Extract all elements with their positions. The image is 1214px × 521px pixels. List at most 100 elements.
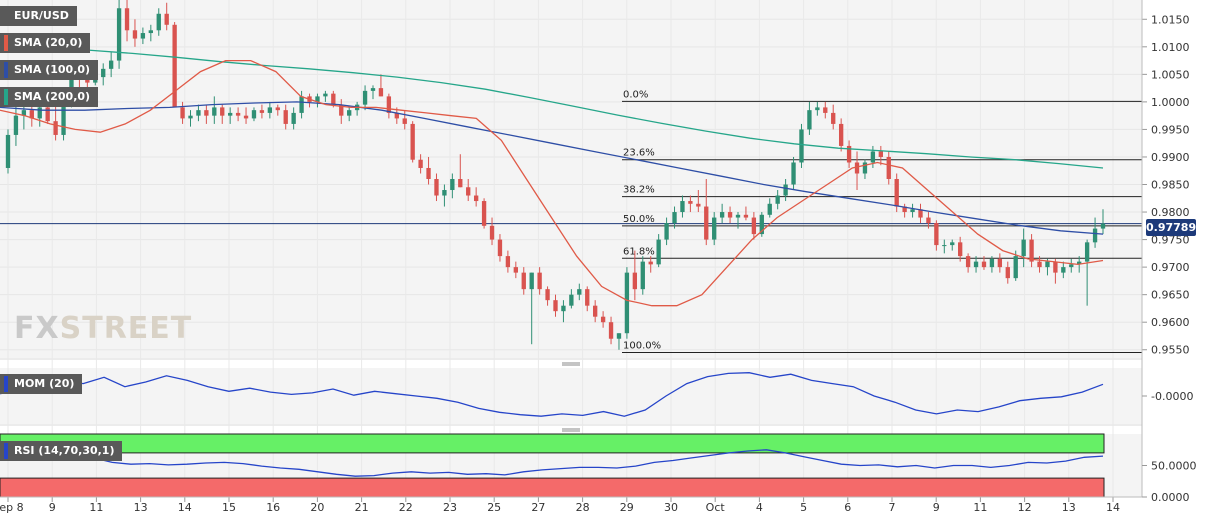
candle-body: [958, 242, 963, 257]
candle-body: [585, 289, 590, 306]
candle-body: [608, 322, 614, 339]
candle-body: [458, 179, 463, 188]
candle-body: [577, 289, 582, 295]
candle-body: [331, 93, 336, 105]
candle-body: [212, 107, 217, 116]
candle-body: [426, 167, 431, 179]
candle-body: [997, 258, 1003, 268]
candle-body: [228, 112, 233, 116]
candle-body: [497, 239, 503, 257]
candle-body: [926, 217, 931, 224]
time-tick-label: 13: [1062, 501, 1076, 514]
candle-body: [148, 30, 153, 34]
candle-body: [735, 214, 741, 218]
candle-body: [1029, 239, 1034, 262]
candle-body: [1021, 239, 1026, 257]
candle-body: [21, 110, 27, 116]
candle-body: [902, 206, 907, 213]
candle-body: [164, 13, 169, 25]
fxstreet-watermark: FXSTREET: [14, 311, 192, 346]
time-tick-label: Oct: [706, 501, 726, 514]
fib-level-label: 0.0%: [623, 89, 648, 100]
candle-body: [521, 272, 526, 290]
candle-body: [1092, 228, 1098, 243]
candle-body: [45, 107, 50, 122]
sma20-line: [0, 59, 1104, 307]
fib-level-label: 100.0%: [623, 340, 661, 351]
watermark-street: STREET: [59, 311, 193, 346]
time-tick-label: 11: [89, 501, 103, 514]
time-tick-label: 14: [178, 501, 192, 514]
candle-body: [323, 93, 328, 97]
candle-body: [204, 110, 209, 116]
candle-body: [664, 223, 669, 240]
sma20-swatch: [4, 35, 8, 51]
candle-body: [775, 195, 780, 204]
candle-body: [767, 203, 772, 215]
candle-body: [712, 217, 717, 240]
candle-body: [1013, 256, 1018, 279]
candle-body: [680, 201, 685, 213]
candle-body: [418, 159, 423, 168]
time-tick-label: 21: [355, 501, 369, 514]
candle-body: [243, 115, 249, 119]
candle-body: [1005, 267, 1010, 279]
candle-body: [85, 79, 90, 83]
candle-body: [315, 96, 320, 102]
price-tick-label: 1.0100: [1151, 41, 1190, 54]
candle-body: [108, 60, 114, 69]
time-tick-label: 29: [620, 501, 634, 514]
mom-label: MOM (20): [14, 377, 75, 390]
candle-body: [743, 214, 749, 218]
candle-body: [132, 30, 138, 39]
rsi-tag: RSI (14,70,30,1): [0, 441, 123, 461]
candle-body: [719, 212, 725, 218]
rsi-label: RSI (14,70,30,1): [14, 444, 115, 457]
candle-body: [513, 267, 518, 273]
time-tick-label: 30: [664, 501, 678, 514]
candle-body: [505, 256, 511, 268]
sma100-swatch: [4, 62, 8, 78]
price-tick-label: 0.9850: [1151, 179, 1190, 192]
candle-body: [235, 112, 241, 116]
candle-body: [704, 206, 709, 240]
price-tick-label: 0.9800: [1151, 206, 1190, 219]
legend-sma100: SMA (100,0): [0, 60, 99, 80]
candle-body: [394, 112, 399, 119]
candle-body: [529, 272, 534, 290]
candle-body: [950, 242, 955, 246]
candle-body: [854, 162, 860, 174]
candle-body: [220, 107, 225, 116]
time-tick-label: 5: [800, 501, 807, 514]
candle-body: [751, 217, 757, 235]
candle-body: [473, 195, 479, 202]
candle-body: [156, 13, 161, 31]
candle-body: [410, 123, 415, 160]
candle-body: [1077, 261, 1082, 265]
candle-body: [386, 96, 392, 113]
rsi-line: [0, 449, 1104, 477]
time-tick-label: 25: [487, 501, 501, 514]
candle-body: [600, 316, 606, 323]
time-tick-label: Sep 8: [0, 501, 24, 514]
candle-body: [1061, 267, 1066, 273]
time-tick-label: 9: [933, 501, 940, 514]
price-tick-label: 1.0000: [1151, 96, 1190, 109]
candle-body: [838, 123, 844, 146]
candle-body: [1053, 261, 1058, 273]
price-tick-label: 0.9700: [1151, 261, 1190, 274]
candle-body: [466, 187, 471, 196]
candle-body: [727, 212, 733, 218]
time-tick-label: 14: [1106, 501, 1120, 514]
candle-body: [910, 209, 915, 213]
candle-body: [561, 305, 566, 312]
price-tick-label: 0.9750: [1151, 234, 1190, 247]
sma200-line: [0, 46, 1104, 169]
price-tick-label: 0.9900: [1151, 151, 1190, 164]
candle-body: [101, 68, 106, 78]
candle-body: [339, 104, 344, 116]
candle-body: [442, 190, 447, 196]
time-tick-label: 22: [399, 501, 413, 514]
candle-body: [648, 261, 653, 265]
candle-body: [846, 145, 852, 163]
